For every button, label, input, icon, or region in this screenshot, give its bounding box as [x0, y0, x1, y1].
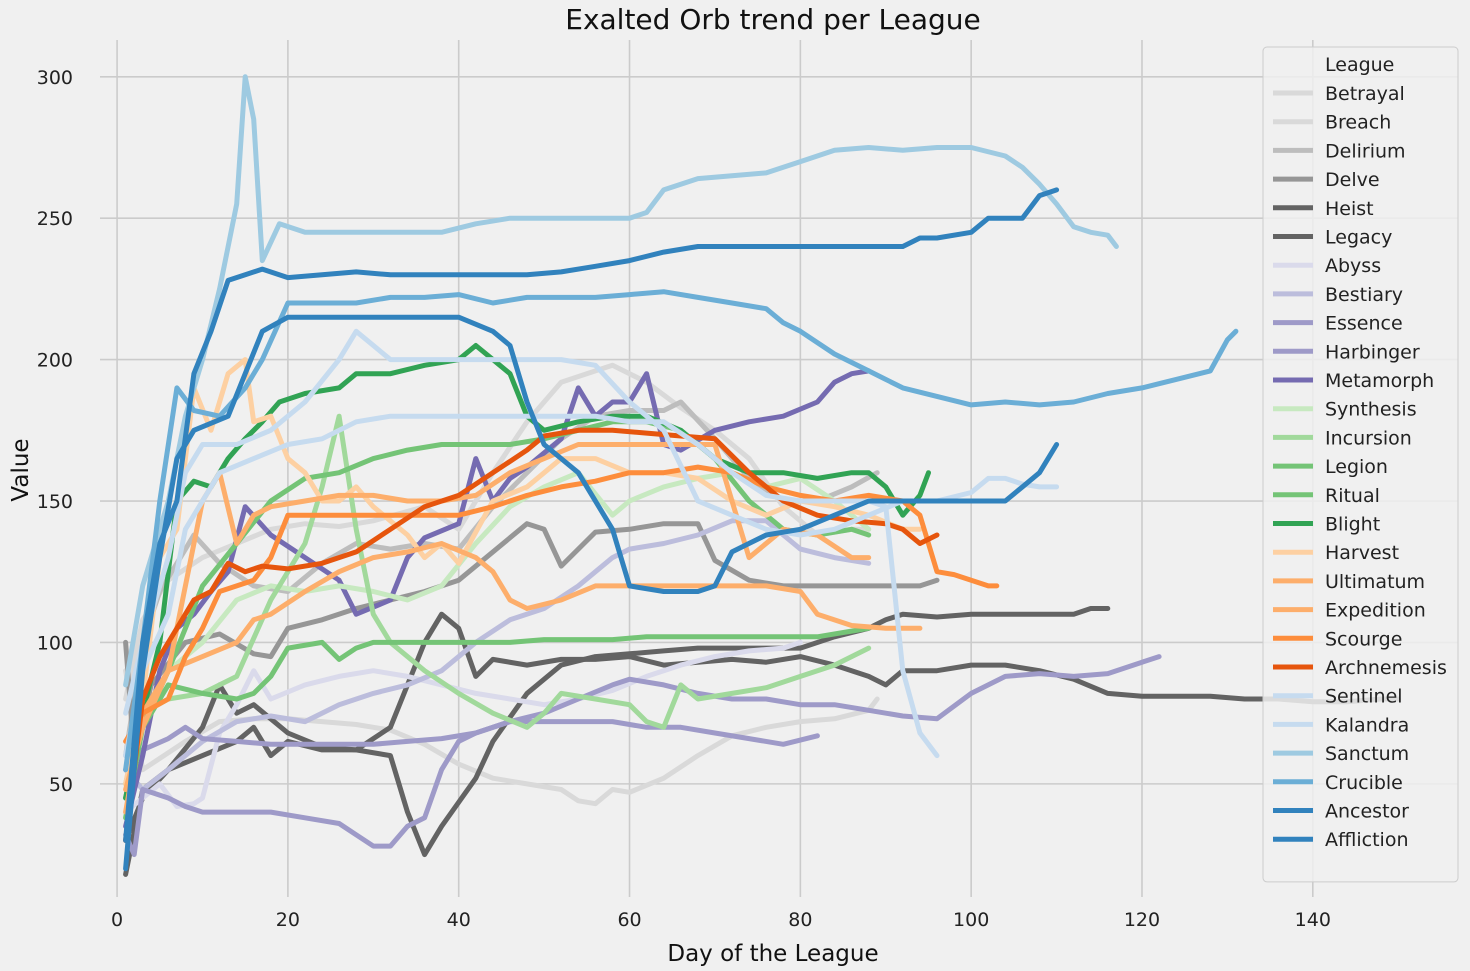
legend-label-affliction: Affliction — [1325, 829, 1409, 851]
y-tick-label: 300 — [37, 67, 73, 89]
x-tick-label: 120 — [1124, 909, 1160, 931]
legend-label-legion: Legion — [1325, 456, 1388, 478]
legend-label-metamorph: Metamorph — [1325, 370, 1434, 392]
y-tick-label: 150 — [37, 491, 73, 513]
series-line-incursion — [123, 413, 872, 787]
legend-label-blight: Blight — [1325, 514, 1380, 536]
legend-label-scourge: Scourge — [1325, 628, 1402, 650]
series-line-crucible — [123, 289, 1239, 773]
legend-label-betrayal: Betrayal — [1325, 83, 1405, 105]
legend-label-sentinel: Sentinel — [1325, 686, 1403, 708]
legend-label-essence: Essence — [1325, 313, 1403, 335]
y-tick-label: 200 — [37, 350, 73, 372]
series-line-ultimatum — [123, 541, 923, 815]
chart-title: Exalted Orb trend per League — [565, 3, 980, 36]
series-line-affliction — [123, 314, 1060, 872]
legend-label-sanctum: Sanctum — [1325, 743, 1409, 765]
y-tick-label: 50 — [49, 774, 73, 796]
y-tick-label: 100 — [37, 632, 73, 654]
legend-label-synthesis: Synthesis — [1325, 399, 1417, 421]
tick-labels: 0 20 40 60 80 100 120 140 50 100 150 200 250 300 — [37, 67, 1331, 931]
legend-label-expedition: Expedition — [1325, 600, 1426, 622]
x-tick-label: 140 — [1295, 909, 1331, 931]
series-line-legacy — [123, 611, 1401, 843]
x-tick-label: 0 — [111, 909, 123, 931]
legend-label-bestiary: Bestiary — [1325, 284, 1403, 306]
series-line-breach — [123, 362, 872, 702]
series-line-ritual — [123, 419, 872, 801]
legend-label-kalandra: Kalandra — [1325, 714, 1409, 736]
legend-label-ritual: Ritual — [1325, 485, 1380, 507]
x-tick-label: 100 — [953, 909, 989, 931]
legend-label-heist: Heist — [1325, 198, 1374, 220]
legend-label-ancestor: Ancestor — [1325, 801, 1409, 823]
legend-title: League — [1325, 54, 1394, 76]
series-line-harbinger — [123, 654, 1162, 773]
x-tick-label: 40 — [447, 909, 471, 931]
legend-box — [1262, 46, 1459, 883]
x-axis-title: Day of the League — [667, 941, 878, 967]
legend-label-legacy: Legacy — [1325, 227, 1392, 249]
legend-label-incursion: Incursion — [1325, 427, 1412, 449]
legend-label-harvest: Harvest — [1325, 542, 1399, 564]
series-line-legion — [123, 625, 872, 821]
y-tick-label: 250 — [37, 208, 73, 230]
legend-label-delirium: Delirium — [1325, 140, 1406, 162]
legend: League Betrayal Breach Delirium Delve Heist Le… — [1262, 46, 1459, 883]
y-axis-title: Value — [8, 438, 34, 501]
legend-label-abyss: Abyss — [1325, 255, 1381, 277]
series-line-harvest — [123, 357, 923, 787]
series-line-archnemesis — [123, 427, 940, 843]
legend-label-crucible: Crucible — [1325, 772, 1403, 794]
x-tick-label: 80 — [788, 909, 812, 931]
x-tick-label: 60 — [617, 909, 641, 931]
series-line-abyss — [123, 639, 803, 815]
series-line-scourge — [123, 464, 1000, 744]
series-line-sanctum — [123, 74, 1119, 688]
legend-label-harbinger: Harbinger — [1325, 341, 1420, 363]
series-line-ancestor — [123, 187, 1060, 843]
series-line-delve — [123, 521, 940, 759]
legend-label-breach: Breach — [1325, 112, 1391, 134]
series-line-kalandra — [123, 328, 1060, 716]
legend-label-archnemesis: Archnemesis — [1325, 657, 1447, 679]
series-lines — [123, 74, 1401, 877]
series-line-sentinel — [123, 413, 940, 759]
x-tick-label: 20 — [276, 909, 300, 931]
legend-label-delve: Delve — [1325, 169, 1380, 191]
legend-label-ultimatum: Ultimatum — [1325, 571, 1425, 593]
